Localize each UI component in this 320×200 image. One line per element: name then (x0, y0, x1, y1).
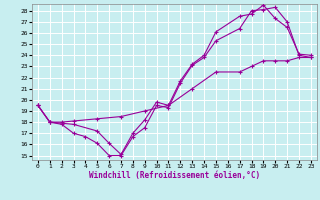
X-axis label: Windchill (Refroidissement éolien,°C): Windchill (Refroidissement éolien,°C) (89, 171, 260, 180)
